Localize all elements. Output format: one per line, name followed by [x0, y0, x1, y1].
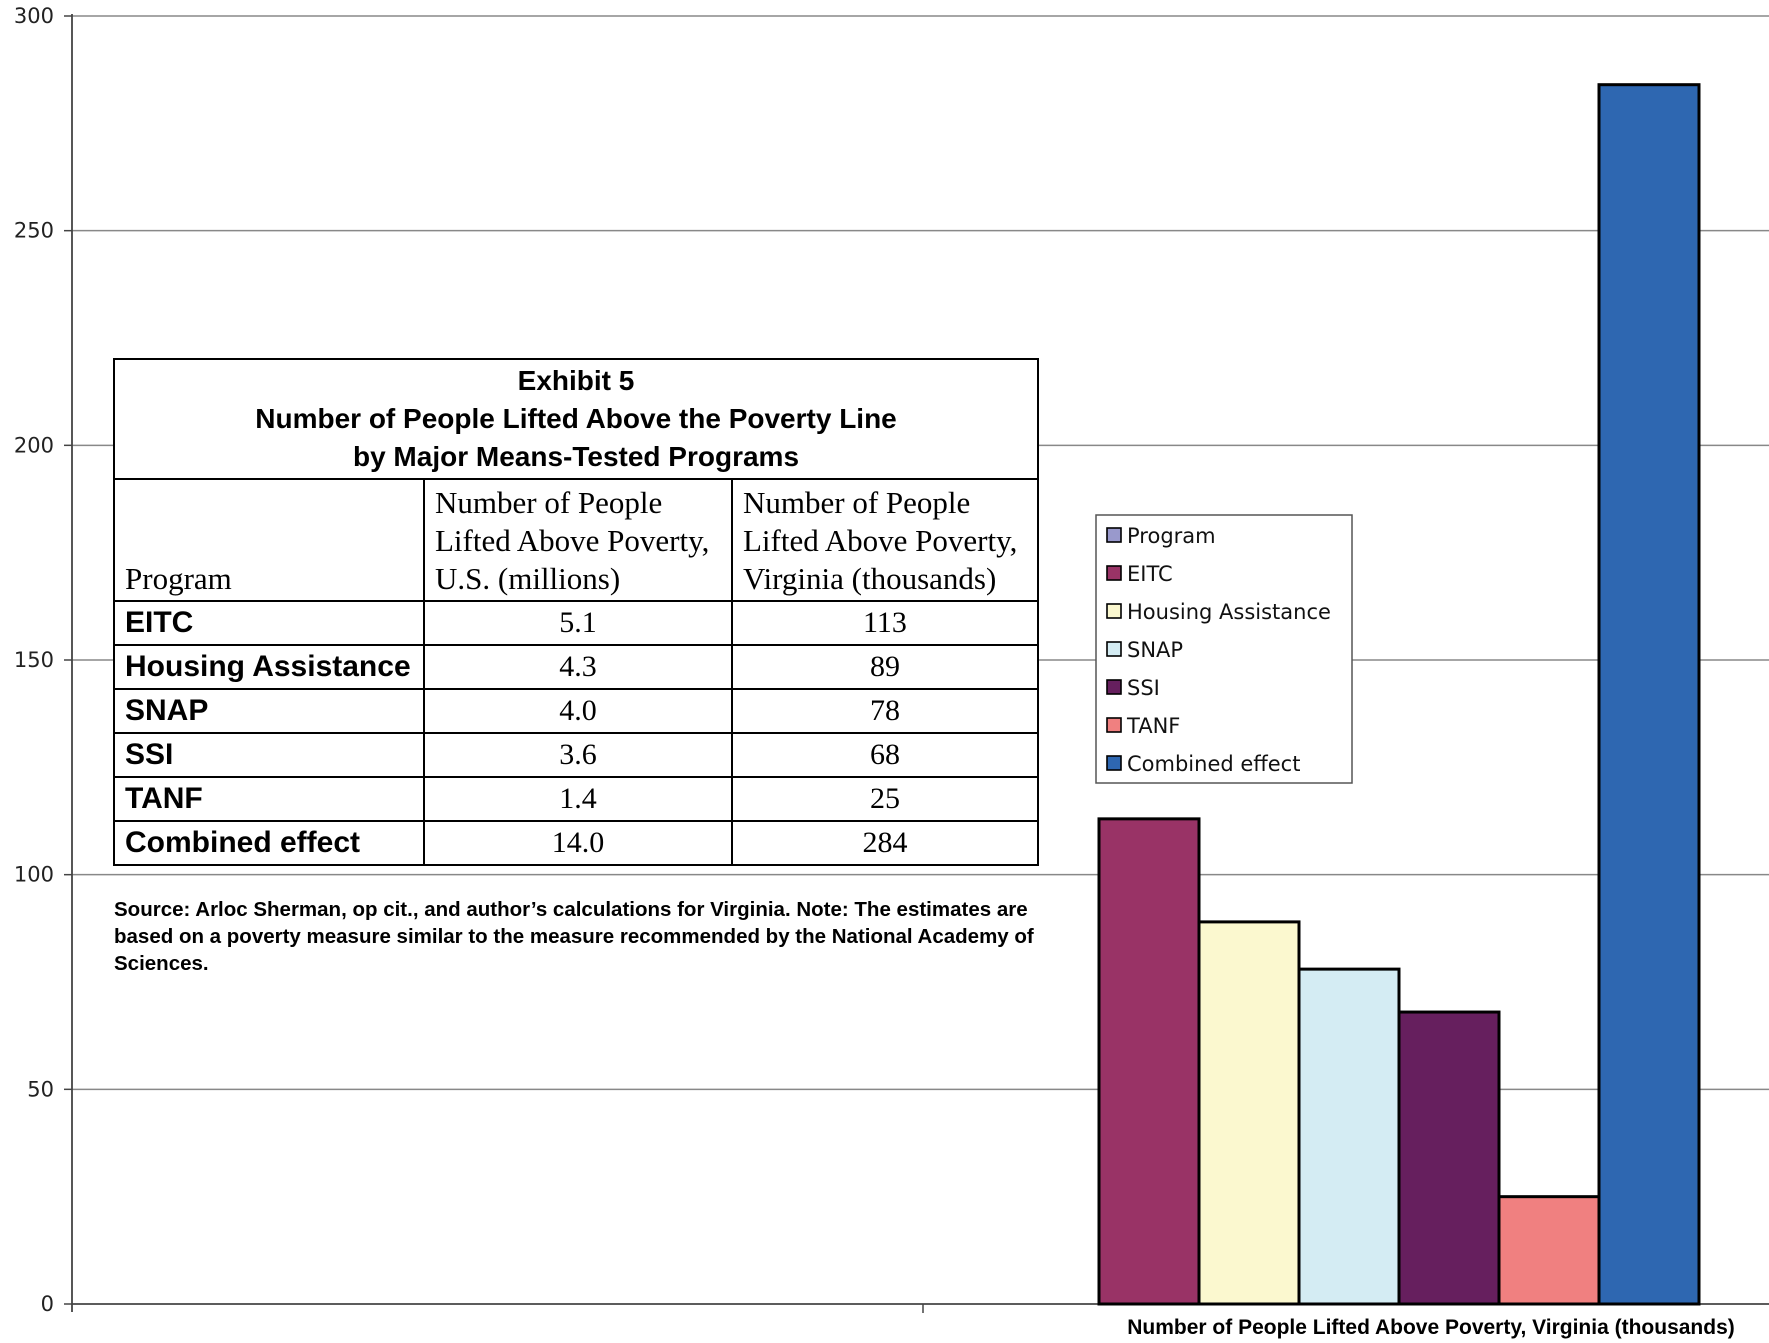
table-title-line: Number of People Lifted Above the Povert… — [255, 403, 897, 434]
table-row: Housing Assistance 4.3 89 — [113, 644, 1039, 690]
bar-tanf — [1497, 1195, 1601, 1306]
y-tick-label: 200 — [14, 433, 54, 457]
us-value-cell: 14.0 — [423, 820, 733, 866]
program-cell: SNAP — [113, 688, 425, 734]
column-header-us: Number of People Lifted Above Poverty, U… — [423, 478, 733, 602]
virginia-value-cell: 68 — [731, 732, 1039, 778]
legend-swatch — [1106, 603, 1122, 619]
program-cell: SSI — [113, 732, 425, 778]
bar-snap — [1297, 967, 1401, 1306]
virginia-value-cell: 78 — [731, 688, 1039, 734]
program-cell: Combined effect — [113, 820, 425, 866]
legend-swatch — [1106, 565, 1122, 581]
virginia-value-cell: 284 — [731, 820, 1039, 866]
bar-combined-effect — [1597, 83, 1701, 1306]
table-title-line: by Major Means-Tested Programs — [352, 441, 800, 472]
bar-eitc — [1097, 817, 1201, 1306]
legend-swatch — [1106, 679, 1122, 695]
program-cell: Housing Assistance — [113, 644, 425, 690]
legend-label: TANF — [1126, 714, 1180, 738]
table-row: SNAP 4.0 78 — [113, 688, 1039, 734]
legend-swatch — [1106, 755, 1122, 771]
legend: Program EITC Housing Assistance SNAP SSI TANF… — [1095, 514, 1353, 784]
legend-swatch — [1106, 717, 1122, 733]
legend-label: SNAP — [1127, 638, 1183, 662]
column-header-virginia: Number of People Lifted Above Poverty, V… — [731, 478, 1039, 602]
y-tick-label: 0 — [41, 1292, 54, 1316]
virginia-value-cell: 113 — [731, 600, 1039, 646]
virginia-value-cell: 89 — [731, 644, 1039, 690]
bar-ssi — [1397, 1010, 1501, 1306]
y-tick-label: 50 — [27, 1077, 54, 1101]
us-value-cell: 5.1 — [423, 600, 733, 646]
legend-label: Housing Assistance — [1127, 600, 1331, 624]
bars — [1097, 83, 1701, 1306]
legend-swatch — [1106, 527, 1122, 543]
table-row: EITC 5.1 113 — [113, 600, 1039, 646]
us-value-cell: 3.6 — [423, 732, 733, 778]
legend-label: EITC — [1127, 562, 1173, 586]
program-cell: TANF — [113, 776, 425, 822]
legend-label: Combined effect — [1127, 752, 1300, 776]
legend-label: SSI — [1127, 676, 1160, 700]
axes: 0 50 100 150 200 250 300 — [14, 4, 1769, 1316]
source-note: Source: Arloc Sherman, op cit., and auth… — [114, 898, 1034, 975]
table-title: Exhibit 5 Number of People Lifted Above … — [113, 358, 1039, 480]
us-value-cell: 1.4 — [423, 776, 733, 822]
y-tick-label: 100 — [14, 863, 54, 887]
column-header-program: Program — [113, 478, 425, 602]
table-row: Combined effect 14.0 284 — [113, 820, 1039, 866]
x-axis-label: Number of People Lifted Above Poverty, V… — [1127, 1316, 1735, 1339]
program-cell: EITC — [113, 600, 425, 646]
virginia-value-cell: 25 — [731, 776, 1039, 822]
table-row: SSI 3.6 68 — [113, 732, 1039, 778]
us-value-cell: 4.0 — [423, 688, 733, 734]
exhibit-table: Exhibit 5 Number of People Lifted Above … — [113, 358, 1039, 866]
legend-label: Program — [1127, 524, 1216, 548]
y-tick-label: 300 — [14, 4, 54, 28]
y-tick-label: 250 — [14, 219, 54, 243]
legend-box — [1095, 514, 1353, 784]
us-value-cell: 4.3 — [423, 644, 733, 690]
bar-housing-assistance — [1197, 920, 1301, 1306]
y-tick-label: 150 — [14, 648, 54, 672]
table-row: TANF 1.4 25 — [113, 776, 1039, 822]
table-title-line: Exhibit 5 — [517, 365, 635, 396]
legend-swatch — [1106, 641, 1122, 657]
